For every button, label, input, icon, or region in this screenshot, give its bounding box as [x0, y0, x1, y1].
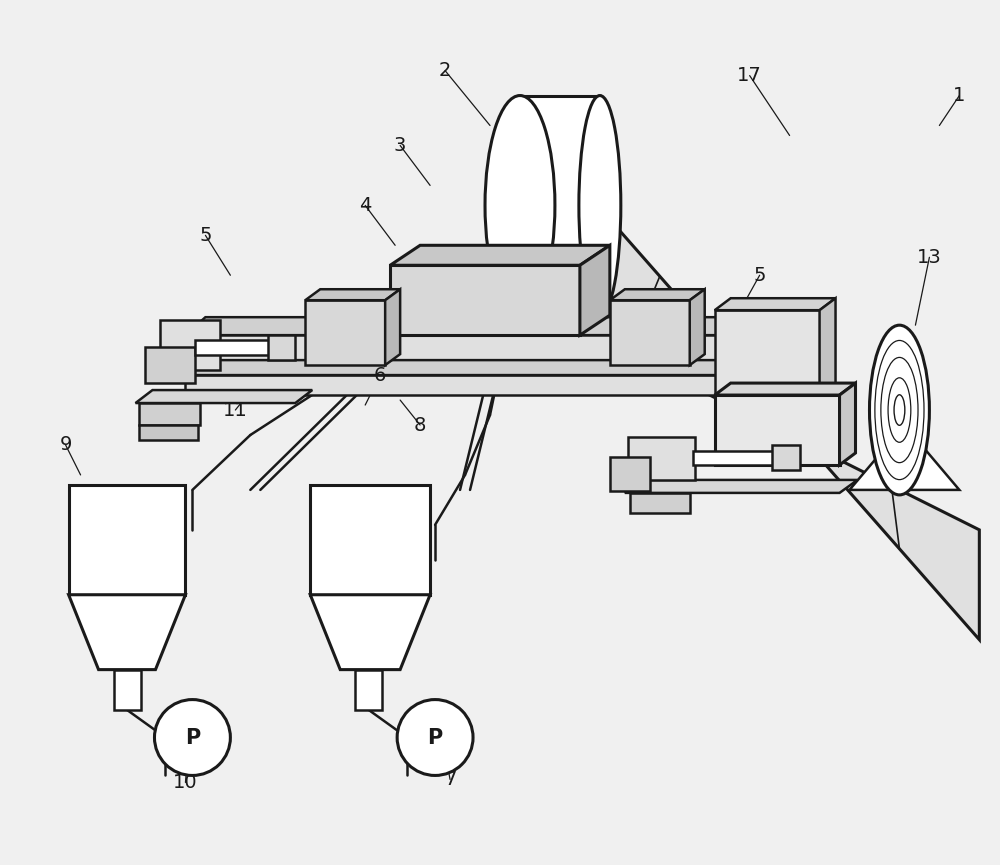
Polygon shape	[139, 425, 198, 440]
Text: 13: 13	[917, 247, 942, 266]
Polygon shape	[69, 485, 185, 595]
Text: 5: 5	[753, 266, 766, 285]
Polygon shape	[850, 425, 959, 490]
Text: 11: 11	[223, 400, 248, 420]
Polygon shape	[145, 347, 195, 383]
Polygon shape	[390, 266, 580, 335]
Polygon shape	[139, 403, 200, 425]
Text: 6: 6	[374, 366, 386, 385]
Polygon shape	[715, 395, 840, 465]
Circle shape	[397, 700, 473, 775]
Polygon shape	[385, 289, 400, 365]
Ellipse shape	[894, 394, 905, 426]
Polygon shape	[268, 335, 295, 360]
Polygon shape	[390, 246, 610, 266]
Polygon shape	[136, 390, 312, 403]
Text: 3: 3	[394, 136, 406, 155]
Polygon shape	[610, 300, 690, 365]
Text: 4: 4	[359, 195, 371, 215]
Polygon shape	[693, 451, 775, 465]
Polygon shape	[610, 289, 705, 300]
Polygon shape	[355, 670, 382, 709]
Polygon shape	[185, 360, 740, 375]
Polygon shape	[114, 670, 140, 709]
Text: P: P	[185, 727, 200, 747]
Polygon shape	[610, 457, 650, 491]
Polygon shape	[715, 298, 836, 311]
Polygon shape	[69, 595, 185, 670]
Text: 7: 7	[444, 770, 456, 789]
Polygon shape	[715, 383, 856, 395]
Polygon shape	[625, 480, 858, 493]
Polygon shape	[715, 311, 820, 397]
Ellipse shape	[869, 325, 929, 495]
Text: 12: 12	[832, 415, 857, 434]
Text: 5: 5	[199, 226, 212, 245]
Ellipse shape	[579, 95, 621, 315]
Polygon shape	[305, 289, 400, 300]
Polygon shape	[195, 340, 270, 356]
Polygon shape	[185, 317, 740, 335]
Text: 8: 8	[414, 415, 426, 434]
Polygon shape	[840, 383, 856, 465]
Text: 17: 17	[737, 66, 762, 85]
Polygon shape	[630, 493, 690, 513]
Polygon shape	[160, 320, 220, 370]
Ellipse shape	[485, 95, 555, 315]
Polygon shape	[690, 289, 705, 365]
Circle shape	[154, 700, 230, 775]
Text: 9: 9	[59, 435, 72, 454]
Polygon shape	[628, 437, 695, 480]
Polygon shape	[185, 375, 720, 395]
Text: 10: 10	[173, 773, 198, 792]
Polygon shape	[310, 595, 430, 670]
Text: 1: 1	[953, 86, 966, 105]
Polygon shape	[520, 95, 600, 315]
Polygon shape	[820, 298, 836, 397]
Text: P: P	[427, 727, 443, 747]
Polygon shape	[310, 485, 430, 595]
Polygon shape	[540, 185, 979, 639]
Polygon shape	[772, 445, 800, 470]
Polygon shape	[305, 300, 385, 365]
Polygon shape	[580, 246, 610, 335]
Text: 2: 2	[439, 61, 451, 80]
Polygon shape	[185, 335, 720, 365]
